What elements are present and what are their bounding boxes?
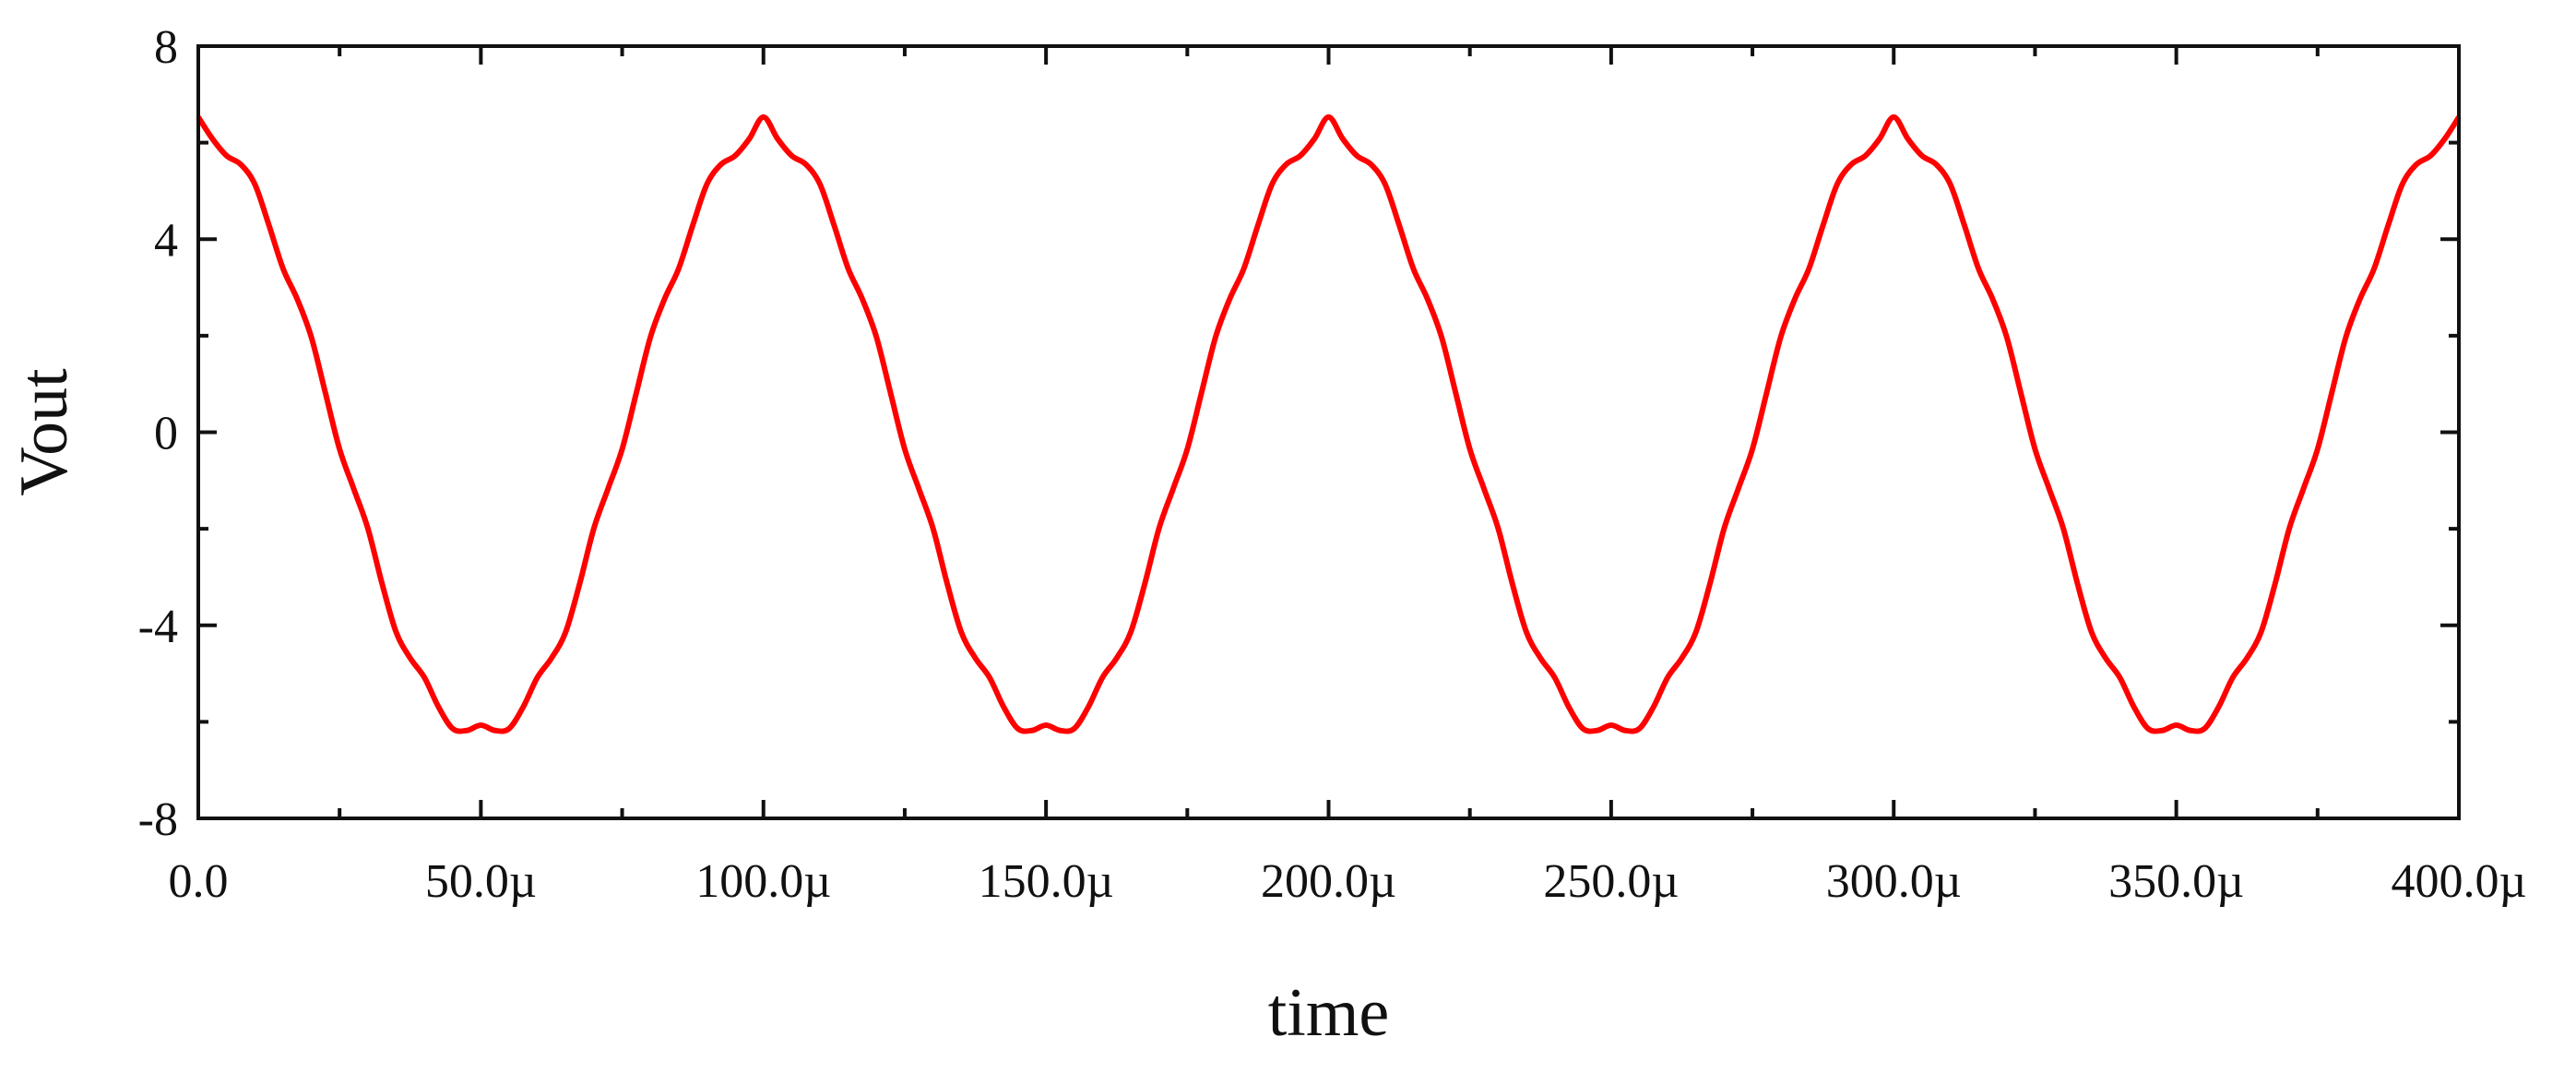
axis-ticks (196, 44, 2461, 820)
series-line-vout (196, 113, 2462, 734)
x-tick-label: 300.0µ (1826, 855, 1962, 908)
y-axis-title: Vout (6, 368, 82, 496)
x-tick-label: 0.0 (169, 855, 229, 908)
y-tick-label: -8 (138, 793, 178, 846)
x-tick-label: 150.0µ (979, 855, 1114, 908)
x-tick-label: 50.0µ (425, 855, 537, 908)
x-tick-label: 250.0µ (1543, 855, 1679, 908)
x-tick-label: 100.0µ (695, 855, 831, 908)
y-tick-label: 8 (154, 21, 178, 74)
y-tick-label: 4 (154, 214, 178, 267)
x-tick-label: 200.0µ (1261, 855, 1396, 908)
y-tick-label: -4 (138, 601, 178, 653)
y-tick-label: 0 (154, 408, 178, 460)
plot-frame (196, 44, 2461, 820)
tick-labels: 0.0 50.0µ 100.0µ 150.0µ 200.0µ 250.0µ 300.0µ 35… (138, 21, 2527, 908)
x-tick-label: 350.0µ (2108, 855, 2244, 908)
x-axis-title: time (1268, 975, 1390, 1051)
series-layer (196, 113, 2462, 734)
x-tick-label: 400.0µ (2392, 855, 2527, 908)
